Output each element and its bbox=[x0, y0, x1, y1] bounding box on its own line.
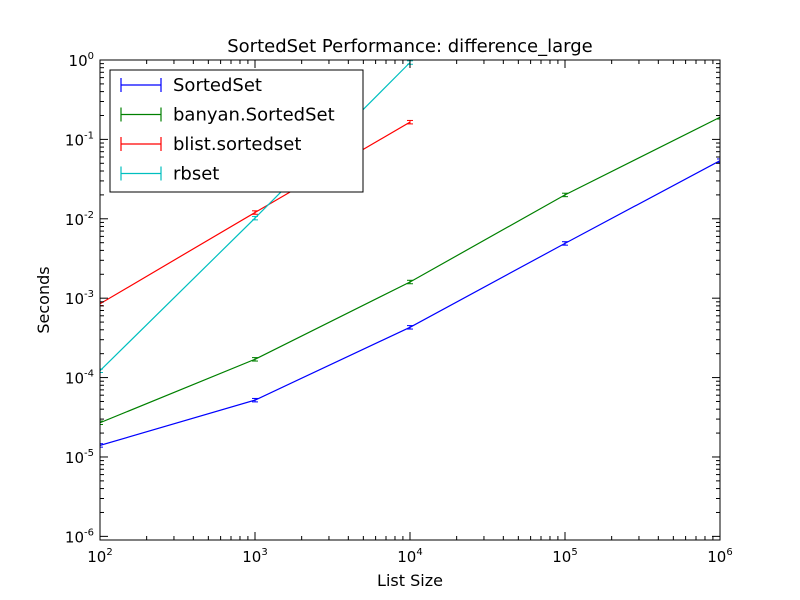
error-bar bbox=[252, 397, 258, 403]
legend-label: banyan.SortedSet bbox=[173, 105, 335, 126]
y-tick-label: 10-5 bbox=[65, 448, 94, 467]
legend-box bbox=[109, 69, 364, 193]
x-tick-label: 105 bbox=[552, 547, 577, 566]
legend-item: blist.sortedset bbox=[120, 134, 301, 155]
legend-item: banyan.SortedSet bbox=[120, 105, 335, 126]
error-bar bbox=[562, 192, 568, 198]
y-tick-label: 10-3 bbox=[65, 289, 94, 308]
chart-title: SortedSet Performance: difference_large bbox=[227, 36, 593, 57]
x-tick-label: 104 bbox=[397, 547, 422, 566]
error-bar bbox=[407, 119, 413, 125]
error-bar bbox=[100, 443, 103, 448]
y-tick-label: 100 bbox=[69, 51, 94, 70]
legend-item: SortedSet bbox=[120, 75, 262, 96]
error-bar bbox=[100, 420, 103, 425]
error-bar bbox=[407, 279, 413, 285]
plot-area: 102 103 104 105 106 10-6 10-5 10-4 10-3 10-2 10-1 1… bbox=[65, 51, 733, 566]
legend-label: SortedSet bbox=[173, 75, 262, 96]
series-1 bbox=[100, 115, 720, 425]
legend: SortedSet banyan.SortedSet blist.sortedset… bbox=[109, 69, 364, 193]
error-bar bbox=[252, 210, 258, 215]
ticks-layer: 102 103 104 105 106 10-6 10-5 10-4 10-3 10-2 10-1 1… bbox=[65, 51, 733, 566]
legend-label: blist.sortedset bbox=[173, 134, 301, 155]
error-bar bbox=[717, 158, 720, 163]
series-0 bbox=[100, 158, 720, 448]
error-bar bbox=[252, 357, 258, 362]
legend-item: rbset bbox=[120, 164, 219, 185]
y-tick-label: 10-2 bbox=[65, 210, 94, 229]
x-tick-label: 103 bbox=[242, 547, 267, 566]
y-tick-label: 10-4 bbox=[65, 369, 94, 388]
x-axis-label: List Size bbox=[377, 571, 443, 590]
y-tick-label: 10-1 bbox=[65, 130, 94, 149]
error-bar bbox=[100, 368, 103, 373]
x-tick-label: 106 bbox=[707, 547, 732, 566]
error-bar bbox=[407, 325, 413, 330]
error-bar bbox=[562, 241, 568, 246]
error-bar bbox=[252, 215, 258, 221]
y-axis-label: Seconds bbox=[34, 266, 53, 333]
y-tick-label: 10-6 bbox=[65, 527, 94, 546]
x-tick-label: 102 bbox=[87, 547, 112, 566]
legend-label: rbset bbox=[173, 164, 219, 185]
